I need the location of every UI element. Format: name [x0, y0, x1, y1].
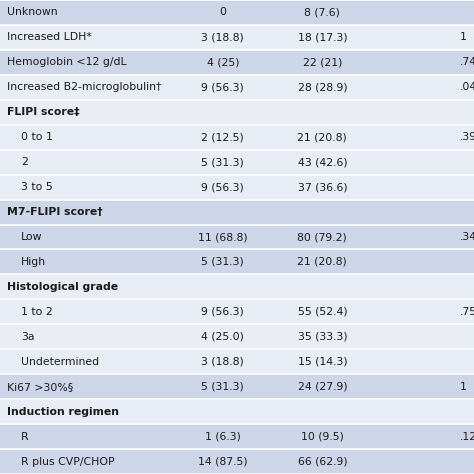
Text: Hemoglobin <12 g/dL: Hemoglobin <12 g/dL — [7, 57, 127, 67]
Bar — [0, 0, 474, 25]
Text: 1: 1 — [460, 32, 467, 42]
Text: 0: 0 — [219, 8, 226, 18]
Bar — [0, 274, 474, 300]
Text: .759: .759 — [460, 307, 474, 317]
Text: 5 (31.3): 5 (31.3) — [201, 382, 244, 392]
Bar — [0, 50, 474, 75]
Bar — [0, 200, 474, 225]
Text: 24 (27.9): 24 (27.9) — [298, 382, 347, 392]
Bar — [0, 374, 474, 399]
Text: Increased B2-microglobulin†: Increased B2-microglobulin† — [7, 82, 162, 92]
Text: Increased LDH*: Increased LDH* — [7, 32, 92, 42]
Text: 55 (52.4): 55 (52.4) — [298, 307, 347, 317]
Text: 9 (56.3): 9 (56.3) — [201, 82, 244, 92]
Text: 9 (56.3): 9 (56.3) — [201, 182, 244, 192]
Text: 80 (79.2): 80 (79.2) — [298, 232, 347, 242]
Bar — [0, 75, 474, 100]
Text: 28 (28.9): 28 (28.9) — [298, 82, 347, 92]
Text: .746: .746 — [460, 57, 474, 67]
Text: 1 (6.3): 1 (6.3) — [205, 432, 241, 442]
Text: Low: Low — [21, 232, 43, 242]
Text: 8 (7.6): 8 (7.6) — [304, 8, 340, 18]
Text: 1: 1 — [460, 382, 467, 392]
Text: 18 (17.3): 18 (17.3) — [298, 32, 347, 42]
Text: Ki67 >30%§: Ki67 >30%§ — [7, 382, 73, 392]
Text: 3 to 5: 3 to 5 — [21, 182, 53, 192]
Bar — [0, 399, 474, 424]
Bar — [0, 324, 474, 349]
Text: 22 (21): 22 (21) — [302, 57, 342, 67]
Text: R: R — [21, 432, 29, 442]
Text: Histological grade: Histological grade — [7, 282, 118, 292]
Text: 2: 2 — [21, 157, 28, 167]
Text: 3a: 3a — [21, 332, 35, 342]
Bar — [0, 150, 474, 174]
Text: 5 (31.3): 5 (31.3) — [201, 257, 244, 267]
Text: 21 (20.8): 21 (20.8) — [298, 257, 347, 267]
Bar — [0, 300, 474, 324]
Bar — [0, 249, 474, 274]
Text: 37 (36.6): 37 (36.6) — [298, 182, 347, 192]
Text: R plus CVP/CHOP: R plus CVP/CHOP — [21, 456, 115, 466]
Bar — [0, 449, 474, 474]
Text: 3 (18.8): 3 (18.8) — [201, 32, 244, 42]
Text: 66 (62.9): 66 (62.9) — [298, 456, 347, 466]
Bar — [0, 424, 474, 449]
Text: High: High — [21, 257, 46, 267]
Bar — [0, 25, 474, 50]
Text: 35 (33.3): 35 (33.3) — [298, 332, 347, 342]
Bar — [0, 125, 474, 150]
Text: 3 (18.8): 3 (18.8) — [201, 357, 244, 367]
Text: 14 (87.5): 14 (87.5) — [198, 456, 247, 466]
Text: 1 to 2: 1 to 2 — [21, 307, 53, 317]
Text: 0 to 1: 0 to 1 — [21, 132, 53, 142]
Text: 10 (9.5): 10 (9.5) — [301, 432, 344, 442]
Text: Unknown: Unknown — [7, 8, 58, 18]
Text: FLIPI score‡: FLIPI score‡ — [7, 107, 80, 117]
Text: 4 (25.0): 4 (25.0) — [201, 332, 244, 342]
Text: 2 (12.5): 2 (12.5) — [201, 132, 244, 142]
Text: Undetermined: Undetermined — [21, 357, 100, 367]
Bar — [0, 100, 474, 125]
Text: .044: .044 — [460, 82, 474, 92]
Text: 43 (42.6): 43 (42.6) — [298, 157, 347, 167]
Text: .346: .346 — [460, 232, 474, 242]
Text: 5 (31.3): 5 (31.3) — [201, 157, 244, 167]
Text: 21 (20.8): 21 (20.8) — [298, 132, 347, 142]
Text: 11 (68.8): 11 (68.8) — [198, 232, 247, 242]
Bar — [0, 349, 474, 374]
Text: M7-FLIPI score†: M7-FLIPI score† — [7, 207, 103, 217]
Bar — [0, 174, 474, 200]
Text: .125: .125 — [460, 432, 474, 442]
Text: Induction regimen: Induction regimen — [7, 407, 119, 417]
Text: 15 (14.3): 15 (14.3) — [298, 357, 347, 367]
Bar — [0, 225, 474, 249]
Text: 9 (56.3): 9 (56.3) — [201, 307, 244, 317]
Text: .392: .392 — [460, 132, 474, 142]
Text: 4 (25): 4 (25) — [207, 57, 239, 67]
